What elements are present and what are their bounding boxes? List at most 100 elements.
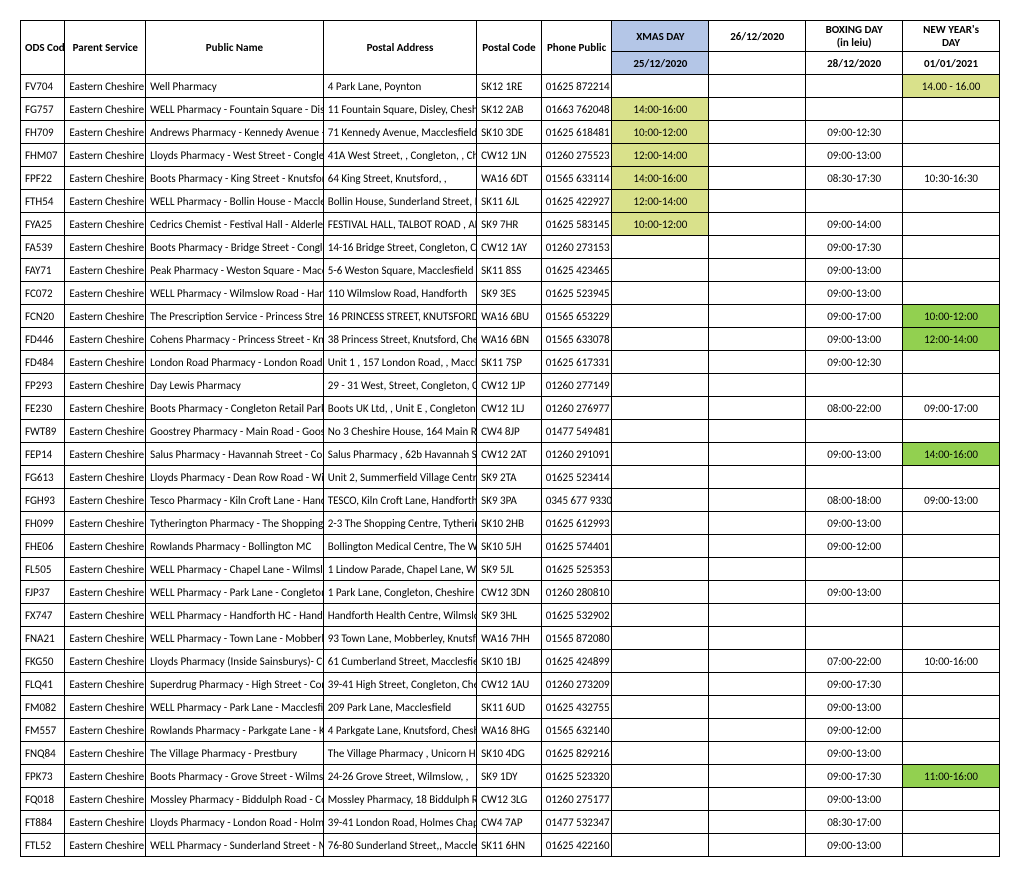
- cell-ods: FC072: [21, 282, 65, 305]
- cell-pc: CW12 1JP: [477, 374, 542, 397]
- cell-ny: 10:00-16:00: [903, 650, 1000, 673]
- cell-name: Boots Pharmacy - Congleton Retail Park -…: [146, 397, 324, 420]
- cell-name: Superdrug Pharmacy - High Street - Congl…: [146, 673, 324, 696]
- cell-ods: FLQ41: [21, 673, 65, 696]
- cell-parent: Eastern Cheshire: [65, 535, 146, 558]
- cell-addr: 14-16 Bridge Street, Congleton, Cheshire: [323, 236, 476, 259]
- cell-name: Lloyds Pharmacy - Dean Row Road - Wilmsl…: [146, 466, 324, 489]
- cell-xmas: [612, 466, 709, 489]
- cell-xmas: [612, 558, 709, 581]
- cell-phone: 01625 422160: [541, 834, 612, 857]
- cell-pc: SK11 6UD: [477, 696, 542, 719]
- cell-name: The Prescription Service - Princess Stre…: [146, 305, 324, 328]
- cell-parent: Eastern Cheshire: [65, 604, 146, 627]
- cell-box: [709, 765, 806, 788]
- table-row: FM557Eastern CheshireRowlands Pharmacy -…: [21, 719, 1000, 742]
- cell-ny: [903, 535, 1000, 558]
- table-row: FTL52Eastern CheshireWELL Pharmacy - Sun…: [21, 834, 1000, 857]
- cell-box: [709, 328, 806, 351]
- cell-xmas: [612, 328, 709, 351]
- cell-name: Mossley Pharmacy - Biddulph Road - Congl…: [146, 788, 324, 811]
- cell-ods: FA539: [21, 236, 65, 259]
- cell-name: Cohens Pharmacy - Princess Street - Knut…: [146, 328, 324, 351]
- cell-boxl: 09:00-17:00: [806, 305, 903, 328]
- cell-pc: SK9 7HR: [477, 213, 542, 236]
- table-row: FAY71Eastern CheshirePeak Pharmacy - Wes…: [21, 259, 1000, 282]
- cell-box: [709, 420, 806, 443]
- cell-pc: SK9 5JL: [477, 558, 542, 581]
- cell-name: Goostrey Pharmacy - Main Road - Goostrey: [146, 420, 324, 443]
- cell-addr: Unit 2, Summerfield Village Centre , Dea…: [323, 466, 476, 489]
- cell-name: Rowlands Pharmacy - Bollington MC: [146, 535, 324, 558]
- cell-ods: FTL52: [21, 834, 65, 857]
- cell-name: Rowlands Pharmacy - Parkgate Lane - Knut…: [146, 719, 324, 742]
- cell-box: [709, 696, 806, 719]
- cell-xmas: [612, 305, 709, 328]
- cell-addr: No 3 Cheshire House, 164 Main Road, ,: [323, 420, 476, 443]
- cell-name: Lloyds Pharmacy (Inside Sainsburys)- Cum…: [146, 650, 324, 673]
- cell-boxl: 09:00-14:00: [806, 213, 903, 236]
- cell-ods: FQ018: [21, 788, 65, 811]
- cell-boxl: 09:00-13:00: [806, 259, 903, 282]
- cell-ny: [903, 259, 1000, 282]
- cell-boxl: 09:00-13:00: [806, 512, 903, 535]
- cell-phone: 01625 432755: [541, 696, 612, 719]
- cell-ods: FH099: [21, 512, 65, 535]
- cell-boxl: 09:00-13:00: [806, 144, 903, 167]
- cell-addr: The Village Pharmacy , Unicorn House,: [323, 742, 476, 765]
- cell-addr: Bollin House, Sunderland Street, Maccles…: [323, 190, 476, 213]
- cell-box: [709, 811, 806, 834]
- cell-name: London Road Pharmacy - London Road - Mac…: [146, 351, 324, 374]
- table-row: FA539Eastern CheshireBoots Pharmacy - Br…: [21, 236, 1000, 259]
- cell-box: [709, 236, 806, 259]
- cell-ny: 14:00-16:00: [903, 443, 1000, 466]
- table-body: FV704Eastern CheshireWell Pharmacy4 Park…: [21, 75, 1000, 857]
- cell-ny: [903, 144, 1000, 167]
- cell-addr: Bollington Medical Centre, The Waterhous…: [323, 535, 476, 558]
- cell-ods: FNQ84: [21, 742, 65, 765]
- cell-pc: SK10 2HB: [477, 512, 542, 535]
- cell-parent: Eastern Cheshire: [65, 351, 146, 374]
- cell-ods: FWT89: [21, 420, 65, 443]
- cell-name: Lloyds Pharmacy - London Road - Holmes C…: [146, 811, 324, 834]
- hdr-box-blank: [709, 52, 806, 75]
- cell-phone: 01625 523320: [541, 765, 612, 788]
- cell-pc: CW12 1AU: [477, 673, 542, 696]
- table-row: FPF22Eastern CheshireBoots Pharmacy - Ki…: [21, 167, 1000, 190]
- cell-ods: FD484: [21, 351, 65, 374]
- cell-ny: [903, 512, 1000, 535]
- cell-pc: SK9 3ES: [477, 282, 542, 305]
- cell-name: WELL Pharmacy - Park Lane - Macclesfield: [146, 696, 324, 719]
- cell-addr: 5-6 Weston Square, Macclesfield: [323, 259, 476, 282]
- cell-xmas: [612, 374, 709, 397]
- cell-addr: Handforth Health Centre, Wilmslow Road: [323, 604, 476, 627]
- cell-parent: Eastern Cheshire: [65, 213, 146, 236]
- table-row: FNQ84Eastern CheshireThe Village Pharmac…: [21, 742, 1000, 765]
- cell-ny: [903, 834, 1000, 857]
- cell-ny: [903, 374, 1000, 397]
- cell-pc: SK11 7SP: [477, 351, 542, 374]
- table-row: FCN20Eastern CheshireThe Prescription Se…: [21, 305, 1000, 328]
- cell-boxl: [806, 98, 903, 121]
- col-addr: Postal Address: [367, 41, 434, 54]
- cell-pc: SK10 5JH: [477, 535, 542, 558]
- cell-phone: 01565 633114: [541, 167, 612, 190]
- cell-ny: [903, 466, 1000, 489]
- cell-addr: 4 Parkgate Lane, Knutsford, Cheshire,: [323, 719, 476, 742]
- cell-boxl: 09:00-13:00: [806, 282, 903, 305]
- cell-parent: Eastern Cheshire: [65, 627, 146, 650]
- cell-boxl: 09:00-13:00: [806, 443, 903, 466]
- cell-addr: Unit 1 , 157 London Road, , Macclesfield: [323, 351, 476, 374]
- col-phone: Phone Public: [547, 41, 606, 54]
- cell-pc: SK10 3DE: [477, 121, 542, 144]
- cell-pc: WA16 6BN: [477, 328, 542, 351]
- cell-addr: FESTIVAL HALL, TALBOT ROAD , ALDERLEY: [323, 213, 476, 236]
- cell-boxl: 09:00-12:00: [806, 535, 903, 558]
- cell-name: The Village Pharmacy - Prestbury: [146, 742, 324, 765]
- cell-name: Well Pharmacy: [146, 75, 324, 98]
- cell-xmas: [612, 581, 709, 604]
- cell-ny: [903, 213, 1000, 236]
- cell-boxl: 08:30-17:30: [806, 167, 903, 190]
- cell-addr: 16 PRINCESS STREET, KNUTSFORD,: [323, 305, 476, 328]
- cell-box: [709, 512, 806, 535]
